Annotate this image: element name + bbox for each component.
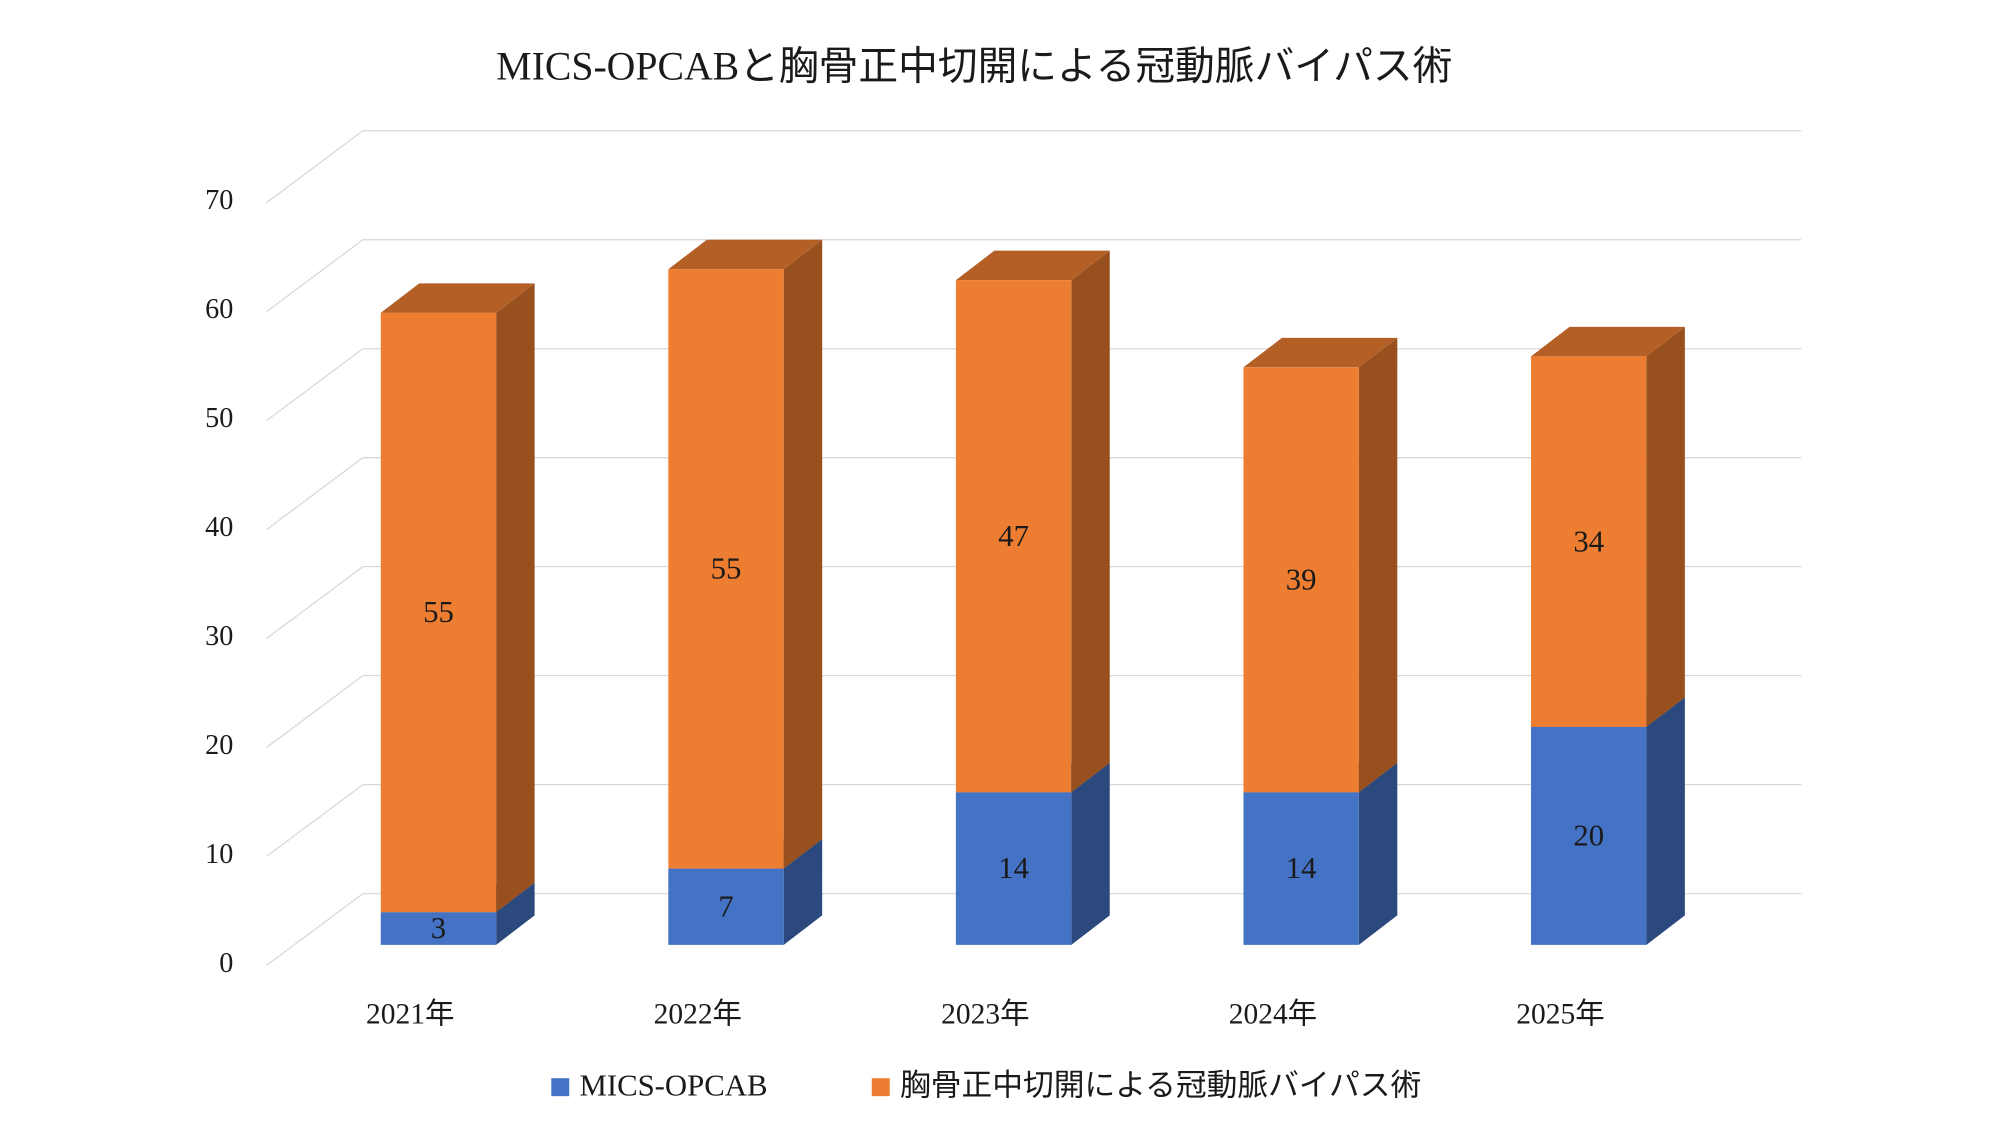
grid-line [266, 348, 364, 422]
chart-title: MICS-OPCABと胸骨正中切開による冠動脈バイパス術 [496, 45, 1452, 89]
bar-side [783, 839, 823, 945]
bar-segment: 20 [1531, 697, 1685, 945]
bar-top [955, 250, 1110, 281]
data-label: 7 [718, 889, 733, 923]
data-label: 14 [1286, 851, 1317, 885]
x-tick-label: 2023年 [941, 997, 1029, 1030]
bar [955, 280, 1072, 793]
bar-segment: 55 [668, 239, 823, 869]
bar-top [668, 239, 823, 270]
data-label: 55 [423, 595, 454, 629]
y-tick-label: 0 [219, 948, 233, 979]
y-tick-label: 60 [205, 294, 233, 325]
x-tick-label: 2024年 [1229, 997, 1317, 1030]
bar [1243, 367, 1359, 793]
data-label: 14 [998, 851, 1029, 885]
y-tick-label: 10 [205, 839, 233, 870]
bar-top [1531, 326, 1685, 357]
y-tick-label: 70 [205, 185, 233, 216]
legend-swatch [551, 1078, 570, 1097]
y-tick-label: 30 [205, 621, 233, 652]
bar-side [1358, 762, 1398, 945]
bar-side [1646, 697, 1685, 945]
grid-line [266, 784, 364, 857]
bar-top [1243, 337, 1398, 368]
data-label: 47 [998, 519, 1029, 553]
data-label: 3 [431, 911, 446, 945]
grid-line [266, 130, 364, 204]
grid-line [266, 566, 364, 639]
grid-line [266, 457, 364, 531]
bar [1531, 356, 1647, 727]
x-tick-label: 2025年 [1516, 997, 1604, 1030]
bar [955, 792, 1072, 945]
bar-top [380, 283, 535, 313]
bar-segment: 34 [1531, 326, 1685, 727]
bar [668, 868, 784, 945]
legend-swatch [871, 1078, 890, 1097]
y-tick-label: 20 [205, 730, 233, 761]
grid-line [266, 675, 364, 748]
data-label: 20 [1573, 819, 1604, 853]
data-label: 55 [711, 552, 742, 586]
bar-side [496, 882, 535, 945]
y-tick-label: 40 [205, 512, 233, 543]
bar [1531, 726, 1647, 945]
data-label: 39 [1286, 562, 1317, 596]
bar [380, 312, 497, 913]
bar-side [783, 239, 823, 869]
x-tick-label: 2022年 [654, 997, 742, 1030]
x-tick-label: 2021年 [366, 997, 454, 1030]
grid-line [266, 239, 364, 313]
bar [1243, 792, 1359, 945]
bar-side [1071, 762, 1110, 945]
bar-segment: 55 [380, 283, 535, 913]
bar-side [1071, 250, 1110, 793]
bar-side [1358, 337, 1398, 793]
bar-side [1646, 326, 1685, 727]
grid-line [266, 893, 364, 966]
y-tick-label: 50 [205, 403, 233, 434]
data-label: 34 [1573, 524, 1604, 558]
bar-side [496, 283, 535, 913]
bar-segment: 39 [1243, 337, 1398, 793]
legend-label: 胸骨正中切開による冠動脈バイパス術 [900, 1069, 1421, 1103]
legend-label: MICS-OPCAB [579, 1069, 767, 1103]
bar [668, 269, 784, 869]
bar-segment: 47 [955, 250, 1110, 793]
bar [380, 912, 497, 945]
